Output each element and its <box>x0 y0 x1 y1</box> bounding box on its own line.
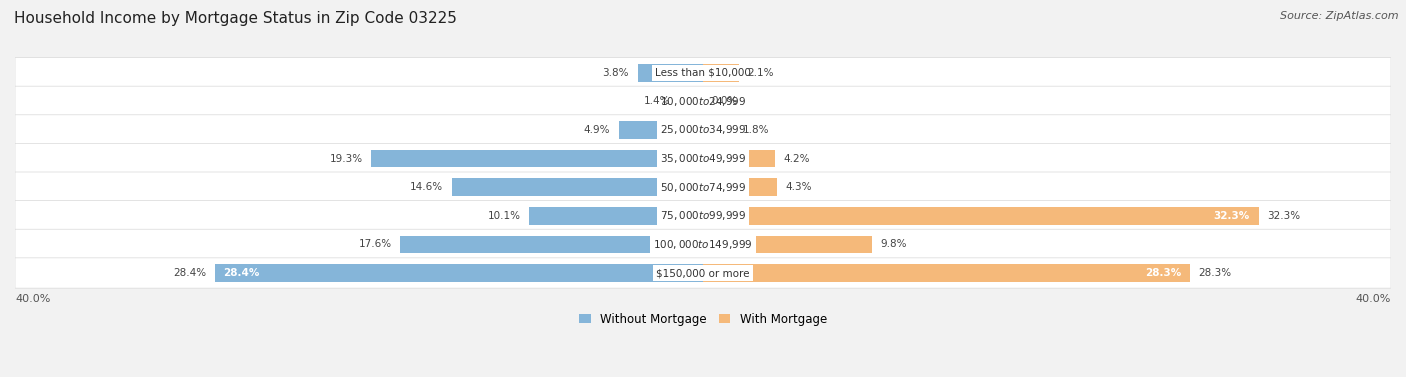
Text: 40.0%: 40.0% <box>1355 294 1391 303</box>
FancyBboxPatch shape <box>15 143 1391 174</box>
Bar <box>703 178 778 196</box>
Bar <box>215 264 703 282</box>
FancyBboxPatch shape <box>15 58 1391 88</box>
Text: $75,000 to $99,999: $75,000 to $99,999 <box>659 209 747 222</box>
Text: 3.8%: 3.8% <box>603 68 628 78</box>
Text: 9.8%: 9.8% <box>880 239 907 250</box>
Text: 10.1%: 10.1% <box>488 211 520 221</box>
Text: Less than $10,000: Less than $10,000 <box>655 68 751 78</box>
Text: 28.4%: 28.4% <box>173 268 205 278</box>
Bar <box>371 150 703 167</box>
Text: $100,000 to $149,999: $100,000 to $149,999 <box>654 238 752 251</box>
Bar <box>401 236 703 253</box>
Text: $35,000 to $49,999: $35,000 to $49,999 <box>659 152 747 165</box>
FancyBboxPatch shape <box>15 201 1391 231</box>
Text: $50,000 to $74,999: $50,000 to $74,999 <box>659 181 747 194</box>
FancyBboxPatch shape <box>15 172 1391 202</box>
Text: 14.6%: 14.6% <box>411 182 443 192</box>
Bar <box>703 236 872 253</box>
Legend: Without Mortgage, With Mortgage: Without Mortgage, With Mortgage <box>574 308 832 330</box>
Bar <box>703 64 740 81</box>
FancyBboxPatch shape <box>15 115 1391 145</box>
Text: 2.1%: 2.1% <box>748 68 775 78</box>
Text: 28.4%: 28.4% <box>224 268 260 278</box>
Bar <box>638 64 703 81</box>
Bar <box>703 150 775 167</box>
Text: 19.3%: 19.3% <box>329 153 363 164</box>
Text: 4.9%: 4.9% <box>583 125 610 135</box>
Text: 17.6%: 17.6% <box>359 239 392 250</box>
Text: $25,000 to $34,999: $25,000 to $34,999 <box>659 123 747 136</box>
Text: Household Income by Mortgage Status in Zip Code 03225: Household Income by Mortgage Status in Z… <box>14 11 457 26</box>
Text: 28.3%: 28.3% <box>1198 268 1232 278</box>
Bar <box>703 207 1258 225</box>
FancyBboxPatch shape <box>15 258 1391 288</box>
Text: 4.3%: 4.3% <box>786 182 813 192</box>
Text: 40.0%: 40.0% <box>15 294 51 303</box>
Text: 1.8%: 1.8% <box>742 125 769 135</box>
Bar <box>703 264 1189 282</box>
Text: 28.3%: 28.3% <box>1144 268 1181 278</box>
Bar <box>451 178 703 196</box>
Text: 32.3%: 32.3% <box>1267 211 1301 221</box>
Bar <box>529 207 703 225</box>
Text: $150,000 or more: $150,000 or more <box>657 268 749 278</box>
Bar <box>703 121 734 139</box>
Text: 1.4%: 1.4% <box>644 97 671 106</box>
Bar <box>679 92 703 110</box>
Bar <box>619 121 703 139</box>
Text: Source: ZipAtlas.com: Source: ZipAtlas.com <box>1281 11 1399 21</box>
Text: 0.0%: 0.0% <box>711 97 738 106</box>
FancyBboxPatch shape <box>15 86 1391 116</box>
Text: $10,000 to $24,999: $10,000 to $24,999 <box>659 95 747 108</box>
Text: 4.2%: 4.2% <box>783 153 810 164</box>
Text: 32.3%: 32.3% <box>1213 211 1250 221</box>
FancyBboxPatch shape <box>15 229 1391 259</box>
